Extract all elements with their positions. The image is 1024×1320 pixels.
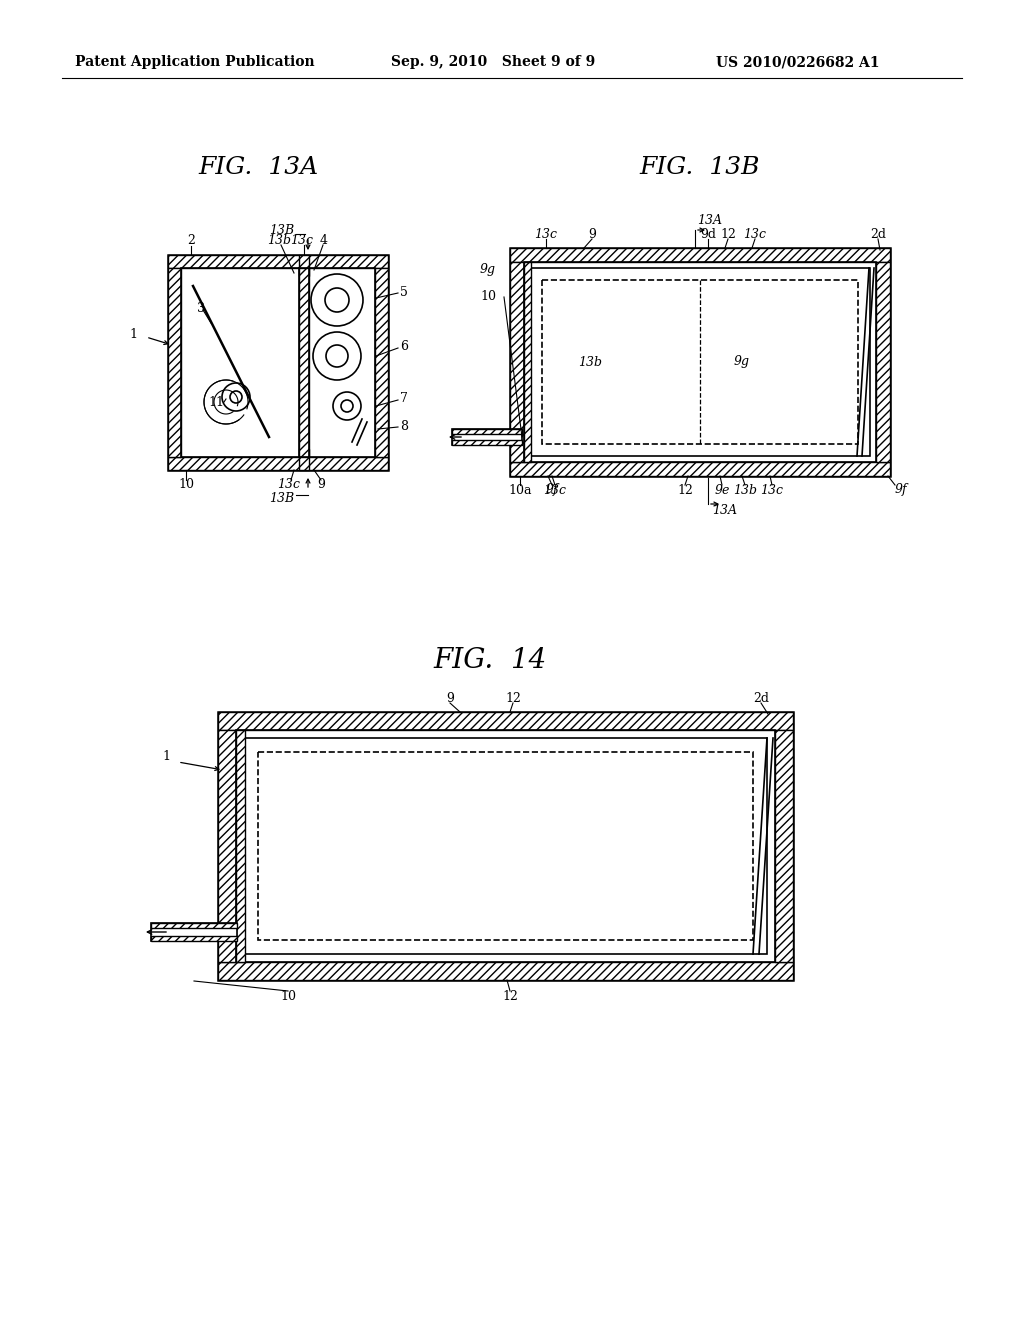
Text: 2d: 2d — [753, 692, 769, 705]
Text: 10: 10 — [480, 290, 496, 304]
Bar — [258, 752, 753, 940]
Text: Patent Application Publication: Patent Application Publication — [75, 55, 314, 69]
Text: 9g: 9g — [480, 264, 496, 276]
Bar — [218, 711, 793, 979]
Text: 4: 4 — [319, 234, 328, 247]
Bar — [168, 268, 181, 457]
Text: 12: 12 — [502, 990, 518, 1002]
Text: 12: 12 — [720, 227, 736, 240]
Text: 9: 9 — [588, 227, 596, 240]
Text: 8: 8 — [400, 421, 408, 433]
Bar — [151, 923, 237, 928]
Text: 13c: 13c — [278, 479, 300, 491]
Bar — [151, 923, 237, 941]
Bar — [236, 730, 775, 962]
Text: 10: 10 — [178, 479, 194, 491]
Bar — [375, 268, 388, 457]
Text: 13b: 13b — [578, 355, 602, 368]
Text: FIG.  13A: FIG. 13A — [198, 157, 318, 180]
Text: 9f: 9f — [895, 483, 907, 496]
Text: 9g: 9g — [734, 355, 750, 368]
Bar — [218, 730, 236, 962]
Bar — [510, 248, 890, 477]
Bar — [524, 261, 531, 462]
Text: Sep. 9, 2010   Sheet 9 of 9: Sep. 9, 2010 Sheet 9 of 9 — [391, 55, 595, 69]
Bar — [530, 268, 870, 455]
Bar — [168, 255, 388, 470]
Bar — [181, 268, 375, 457]
Bar — [452, 440, 522, 445]
Bar — [168, 457, 388, 470]
Bar — [542, 280, 858, 444]
Text: 13A: 13A — [713, 504, 737, 517]
Text: 13c: 13c — [743, 227, 767, 240]
Text: 12: 12 — [677, 483, 693, 496]
Text: 13b: 13b — [733, 483, 757, 496]
Text: 11: 11 — [208, 396, 224, 408]
Text: 1: 1 — [162, 751, 170, 763]
Text: 13B: 13B — [269, 491, 295, 504]
Bar — [218, 962, 793, 979]
Text: 7: 7 — [400, 392, 408, 404]
Text: FIG.  13B: FIG. 13B — [640, 157, 760, 180]
Text: 13B: 13B — [269, 223, 295, 236]
Bar — [876, 261, 890, 462]
Text: 13c: 13c — [535, 227, 557, 240]
Text: 2d: 2d — [870, 227, 886, 240]
Bar — [510, 261, 524, 462]
Text: FIG.  14: FIG. 14 — [433, 647, 547, 673]
Bar — [510, 462, 890, 477]
Bar — [218, 711, 793, 730]
Text: 3: 3 — [197, 301, 205, 314]
Text: 2: 2 — [187, 234, 195, 247]
Text: 13c: 13c — [291, 234, 313, 247]
Bar — [299, 255, 309, 276]
Text: 5: 5 — [400, 286, 408, 300]
Text: 1: 1 — [129, 329, 137, 342]
Text: 6: 6 — [400, 339, 408, 352]
Text: 13c: 13c — [544, 483, 566, 496]
Bar — [151, 936, 237, 941]
Text: 12: 12 — [505, 692, 521, 705]
Text: 13A: 13A — [697, 214, 723, 227]
Text: 13c: 13c — [761, 483, 783, 496]
Bar — [452, 429, 522, 434]
Text: 9f: 9f — [546, 483, 558, 496]
Bar — [452, 429, 522, 445]
Bar — [244, 738, 767, 954]
Text: 10: 10 — [280, 990, 296, 1002]
Bar — [299, 268, 309, 457]
Bar — [775, 730, 793, 962]
Text: 10a: 10a — [508, 483, 531, 496]
Text: 9: 9 — [446, 692, 454, 705]
Bar — [524, 261, 876, 462]
Bar — [299, 449, 309, 470]
Bar — [236, 730, 245, 962]
Text: 9e: 9e — [715, 483, 730, 496]
Text: 13b: 13b — [267, 234, 291, 247]
Bar — [299, 268, 309, 457]
Bar — [168, 255, 388, 268]
Text: 9d: 9d — [700, 227, 716, 240]
Text: 9: 9 — [317, 479, 325, 491]
Bar — [510, 248, 890, 261]
Text: US 2010/0226682 A1: US 2010/0226682 A1 — [716, 55, 880, 69]
